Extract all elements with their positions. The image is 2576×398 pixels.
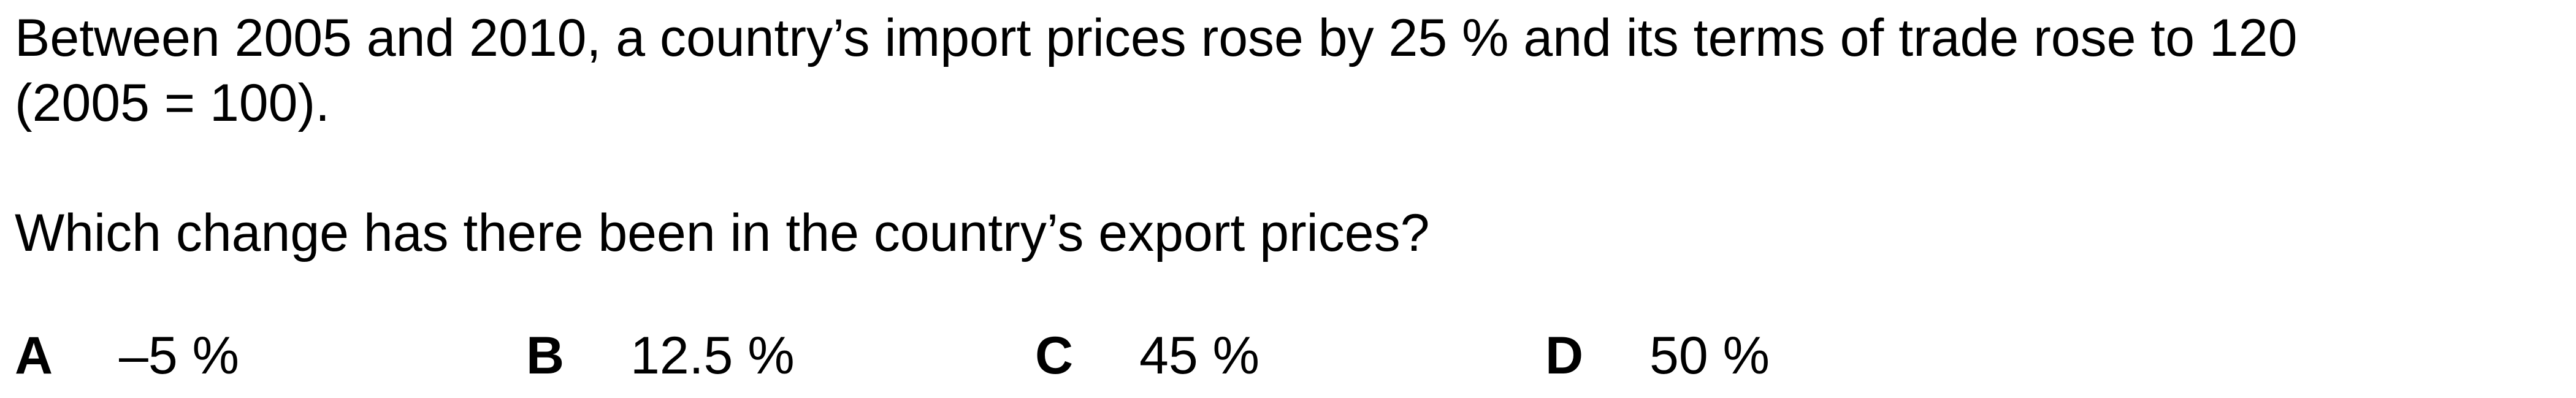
- option-c-text: 45 %: [1139, 326, 1260, 385]
- question-stem-line-1: Between 2005 and 2010, a country’s impor…: [15, 9, 2298, 67]
- option-c[interactable]: C 45 %: [1035, 325, 1259, 386]
- option-d[interactable]: D 50 %: [1545, 325, 1770, 386]
- option-a-letter: A: [15, 326, 53, 385]
- option-a[interactable]: A –5 %: [15, 325, 239, 386]
- option-c-letter: C: [1035, 326, 1074, 385]
- option-b-letter: B: [526, 326, 565, 385]
- option-a-text: –5 %: [119, 326, 240, 385]
- option-d-letter: D: [1545, 326, 1584, 385]
- option-b-text: 12.5 %: [630, 326, 795, 385]
- option-d-text: 50 %: [1649, 326, 1770, 385]
- question-stem-line-2: (2005 = 100).: [15, 74, 330, 132]
- option-b[interactable]: B 12.5 %: [526, 325, 795, 386]
- question-prompt: Which change has there been in the count…: [15, 204, 1430, 262]
